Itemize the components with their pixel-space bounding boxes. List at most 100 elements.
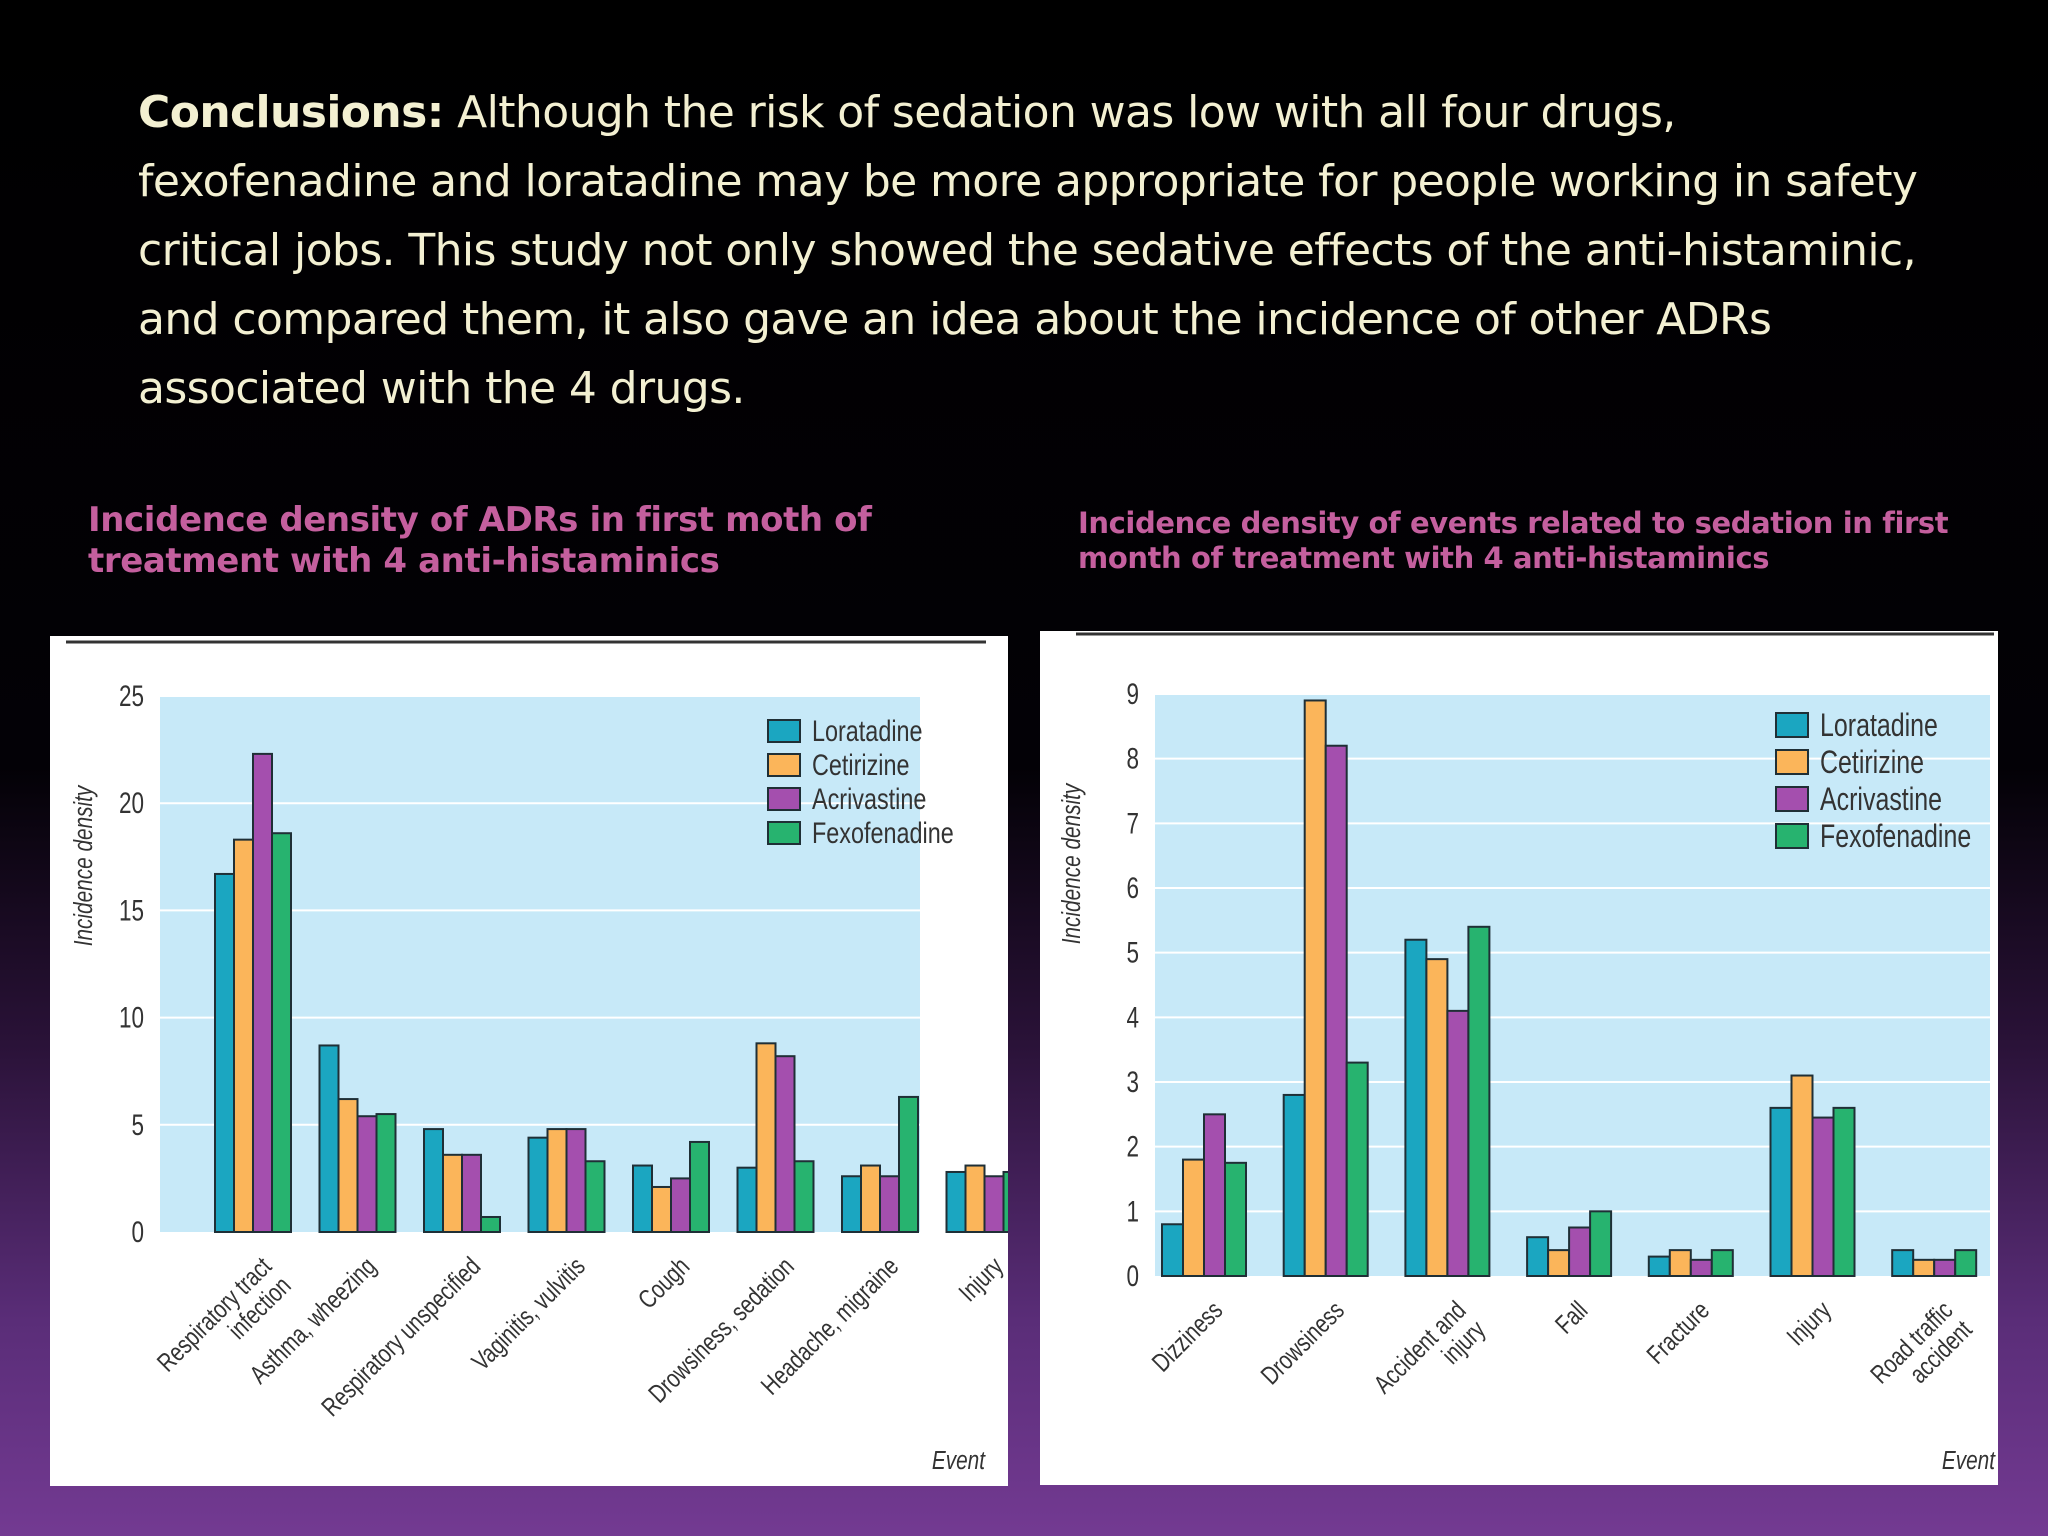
chart1-bar-fexofenadine	[480, 1215, 501, 1234]
chart1-bar-loratadine	[423, 1128, 444, 1234]
chart2-bar-loratadine	[1161, 1223, 1184, 1277]
chart2-bar-acrivastine	[1446, 1009, 1470, 1277]
chart1-bar-cetirizine	[233, 838, 254, 1233]
chart-caption-sedation: Incidence density of events related to s…	[1078, 506, 1949, 575]
chart2-y-tick-label: 2	[1126, 1130, 1139, 1164]
chart2-x-axis-label: Event	[1942, 1446, 1996, 1475]
chart2-legend-swatch-fexofenadine	[1775, 823, 1809, 849]
chart1-y-tick-label: 25	[119, 679, 144, 713]
chart1-bar-loratadine	[632, 1164, 653, 1234]
chart1-legend-label-cetirizine: Cetirizine	[812, 748, 909, 781]
chart1-bar-acrivastine	[565, 1128, 587, 1234]
chart1-legend-swatch-cetirizine	[767, 753, 801, 777]
chart1-bar-cetirizine	[964, 1164, 986, 1234]
chart1-bar-acrivastine	[879, 1175, 900, 1233]
chart2-bar-loratadine	[1769, 1106, 1793, 1277]
chart2-y-tick-label: 0	[1126, 1259, 1139, 1293]
chart-sedation: 0 1 2 3 4 5 6 7 8 9 Incidence density Event Dizzines…	[1057, 632, 1996, 1475]
chart2-y-tick-label: 3	[1126, 1065, 1139, 1099]
chart2-x-tick-label: Drowsiness	[1255, 1295, 1350, 1390]
chart1-bar-fexofenadine	[375, 1113, 397, 1233]
chart1-legend-label-acrivastine: Acrivastine	[812, 782, 926, 815]
chart2-legend-label-fexofenadine: Fexofenadine	[1820, 819, 1971, 855]
chart2-x-tick-label-line: Injury	[1781, 1295, 1837, 1351]
chart2-y-tick-label: 6	[1126, 871, 1139, 905]
chart2-x-tick-label-line: Fracture	[1641, 1295, 1715, 1369]
chart2-bar-fexofenadine	[1710, 1249, 1734, 1278]
chart2-y-tick-label: 1	[1126, 1194, 1139, 1228]
chart2-bar-acrivastine	[1811, 1116, 1835, 1278]
chart2-legend-swatch-acrivastine	[1775, 786, 1809, 812]
chart1-bar-acrivastine	[670, 1177, 691, 1234]
chart2-x-tick-label: Injury	[1781, 1295, 1837, 1351]
chart2-bar-acrivastine	[1568, 1226, 1592, 1277]
chart2-bar-cetirizine	[1303, 699, 1327, 1277]
chart2-bar-loratadine	[1891, 1249, 1915, 1278]
chart2-x-tick-label-line: Drowsiness	[1255, 1295, 1350, 1390]
chart1-x-tick-label: Cough	[632, 1251, 695, 1314]
chart1-x-axis-label: Event	[932, 1446, 986, 1475]
chart2-y-axis-label: Incidence density	[1057, 783, 1086, 945]
chart1-bar-loratadine	[736, 1166, 758, 1233]
chart-caption-adrs: Incidence density of ADRs in first moth …	[88, 500, 872, 581]
chart1-bar-acrivastine	[983, 1175, 1005, 1233]
chart1-bar-loratadine	[527, 1136, 549, 1233]
chart1-bar-fexofenadine	[793, 1160, 815, 1233]
chart1-x-tick-label-line: Vaginitis, vulvitis	[466, 1251, 591, 1376]
chart2-legend-label-cetirizine: Cetirizine	[1820, 745, 1924, 781]
chart2-y-tick-label: 4	[1126, 1000, 1139, 1034]
chart1-bar-loratadine	[214, 872, 235, 1233]
chart1-y-tick-label: 10	[119, 1000, 144, 1034]
chart1-bar-cetirizine	[755, 1042, 777, 1233]
chart2-x-tick-label-line: Dizziness	[1146, 1295, 1228, 1377]
chart2-bar-loratadine	[1404, 938, 1428, 1277]
chart1-x-tick-label-line: Cough	[632, 1251, 695, 1314]
chart1-legend-swatch-acrivastine	[767, 787, 801, 811]
chart1-bar-fexofenadine	[898, 1095, 919, 1234]
chart-panel-adrs: 0 5 10 15 20 25 Incidence density Event Respirat…	[50, 636, 1008, 1486]
chart2-bar-fexofenadine	[1589, 1210, 1613, 1277]
chart2-bar-fexofenadine	[1832, 1106, 1856, 1277]
chart2-bar-fexofenadine	[1345, 1061, 1369, 1277]
chart1-y-tick-label: 5	[131, 1108, 144, 1142]
chart2-bar-fexofenadine	[1954, 1249, 1978, 1278]
chart1-bar-loratadine	[945, 1170, 967, 1234]
chart2-y-tick-label: 8	[1126, 742, 1139, 776]
conclusions-lead: Conclusions:	[138, 87, 444, 138]
chart2-bar-fexofenadine	[1467, 925, 1491, 1277]
chart2-x-tick-label: Dizziness	[1146, 1295, 1228, 1377]
chart1-x-tick-label: Injury	[953, 1251, 1008, 1307]
chart2-bar-cetirizine	[1547, 1249, 1571, 1278]
chart1-y-tick-label: 0	[131, 1215, 144, 1249]
chart1-bar-acrivastine	[252, 752, 273, 1233]
conclusions-body: Although the risk of sedation was low wi…	[138, 87, 1918, 414]
chart2-bar-cetirizine	[1790, 1074, 1814, 1277]
chart1-bar-fexofenadine	[271, 832, 292, 1233]
chart1-bar-acrivastine	[356, 1115, 378, 1233]
chart1-bar-acrivastine	[774, 1055, 796, 1233]
chart1-bar-cetirizine	[860, 1164, 881, 1234]
chart1-bar-acrivastine	[461, 1153, 482, 1233]
chart1-bar-cetirizine	[651, 1185, 672, 1234]
chart2-legend-swatch-loratadine	[1775, 712, 1809, 738]
chart1-x-tick-label-line: Injury	[953, 1251, 1008, 1307]
chart2-bar-acrivastine	[1203, 1113, 1226, 1278]
chart2-legend-swatch-cetirizine	[1775, 749, 1809, 775]
chart2-bar-loratadine	[1282, 1093, 1306, 1277]
chart2-legend-label-loratadine: Loratadine	[1820, 708, 1938, 744]
chart1-bar-cetirizine	[546, 1128, 568, 1234]
chart1-legend-swatch-fexofenadine	[767, 821, 801, 845]
chart2-x-tick-label: Road trafficaccident	[1865, 1295, 1978, 1408]
chart1-y-tick-label: 20	[119, 786, 144, 820]
chart2-legend-label-acrivastine: Acrivastine	[1820, 782, 1942, 818]
chart1-bar-loratadine	[318, 1044, 340, 1233]
chart2-y-tick-label: 7	[1126, 806, 1139, 840]
chart1-bar-fexofenadine	[689, 1140, 710, 1233]
chart2-x-tick-label: Accident andinjury	[1368, 1295, 1491, 1418]
chart1-bar-loratadine	[841, 1175, 862, 1233]
chart2-x-tick-label: Fall	[1549, 1295, 1593, 1339]
chart2-bar-cetirizine	[1425, 958, 1449, 1277]
chart1-bar-cetirizine	[337, 1098, 359, 1233]
chart2-bar-cetirizine	[1668, 1249, 1692, 1278]
chart1-legend-label-fexofenadine: Fexofenadine	[812, 816, 954, 849]
